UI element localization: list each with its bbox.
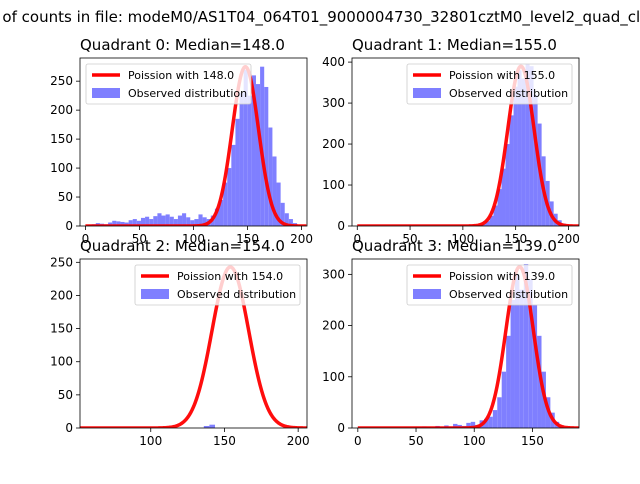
hist-bar	[227, 168, 231, 226]
y-tick-label: 50	[58, 190, 73, 204]
legend-hist-swatch	[141, 289, 169, 299]
x-tick-label: 200	[557, 232, 580, 246]
y-tick-label: 0	[65, 219, 73, 233]
hist-bar	[264, 87, 268, 226]
y-tick-label: 50	[58, 388, 73, 402]
hist-bar	[209, 425, 215, 428]
chart-panel-2: 100 150 200 0 50 100 150 200 250 Quadrant 2: Medi…	[50, 237, 310, 448]
x-tick-label: 200	[287, 434, 310, 448]
chart-title: Quadrant 0: Median=148.0	[80, 36, 285, 54]
hist-bar	[497, 397, 501, 428]
y-tick-label: 150	[50, 132, 73, 146]
legend: Poission with 154.0 Observed distribution	[135, 265, 300, 305]
legend: Poission with 155.0 Observed distribution	[407, 64, 572, 104]
x-tick-label: 100	[139, 434, 162, 448]
legend-hist-swatch	[413, 88, 441, 98]
x-tick-label: 50	[408, 434, 423, 448]
legend-hist-swatch	[413, 289, 441, 299]
x-tick-label: 200	[290, 232, 313, 246]
y-tick-label: 0	[65, 421, 73, 435]
hist-bar	[502, 372, 506, 428]
figure-suptitle: Median of counts in file: modeM0/AS1T04_…	[0, 8, 640, 27]
legend-poisson-label: Poission with 155.0	[449, 69, 555, 82]
y-tick-label: 200	[322, 137, 345, 151]
chart-title: Quadrant 2: Median=154.0	[80, 237, 285, 255]
legend-poisson-label: Poission with 139.0	[449, 270, 555, 283]
y-tick-label: 100	[50, 161, 73, 175]
y-tick-label: 250	[50, 255, 73, 269]
hist-bar	[231, 145, 235, 226]
chart-title: Quadrant 1: Median=155.0	[352, 36, 557, 54]
legend-poisson-label: Poission with 148.0	[128, 69, 234, 82]
hist-bar	[235, 119, 239, 226]
legend-poisson-label: Poission with 154.0	[177, 270, 283, 283]
hist-bar	[240, 93, 244, 226]
x-tick-label: 0	[354, 434, 362, 448]
hist-bar	[511, 300, 515, 428]
y-tick-label: 200	[50, 103, 73, 117]
y-tick-label: 300	[322, 267, 345, 281]
legend-hist-label: Observed distribution	[177, 288, 296, 301]
y-tick-label: 200	[50, 288, 73, 302]
y-tick-label: 150	[50, 322, 73, 336]
hist-bar	[488, 417, 492, 428]
hist-bar	[268, 128, 272, 226]
y-tick-label: 0	[337, 219, 345, 233]
y-tick-label: 250	[50, 74, 73, 88]
hist-bar	[157, 213, 161, 226]
hist-bar	[493, 410, 497, 428]
legend: Poission with 148.0 Observed distribution	[86, 64, 251, 104]
hist-bar	[510, 115, 514, 226]
y-tick-label: 300	[322, 96, 345, 110]
hist-bar	[519, 290, 523, 428]
x-tick-label: 150	[213, 434, 236, 448]
hist-bar	[506, 336, 510, 428]
y-tick-label: 100	[322, 178, 345, 192]
legend-hist-label: Observed distribution	[449, 87, 568, 100]
x-tick-label: 100	[463, 434, 486, 448]
chart-panel-3: 0 50 100 150 0 100 200 300 Quadrant 3: Median=13…	[322, 237, 579, 448]
y-tick-label: 100	[322, 370, 345, 384]
y-tick-label: 0	[337, 421, 345, 435]
legend-hist-label: Observed distribution	[449, 288, 568, 301]
hist-bar	[514, 87, 518, 226]
x-tick-label: 150	[521, 434, 544, 448]
hist-bar	[248, 96, 252, 226]
legend: Poission with 139.0 Observed distribution	[407, 265, 572, 305]
hist-bar	[182, 213, 186, 226]
hist-bar	[506, 144, 510, 226]
chart-title: Quadrant 3: Median=139.0	[352, 237, 557, 255]
legend-hist-label: Observed distribution	[128, 87, 247, 100]
y-tick-label: 400	[322, 55, 345, 69]
y-tick-label: 200	[322, 319, 345, 333]
legend-hist-swatch	[92, 88, 120, 98]
y-tick-label: 100	[50, 355, 73, 369]
